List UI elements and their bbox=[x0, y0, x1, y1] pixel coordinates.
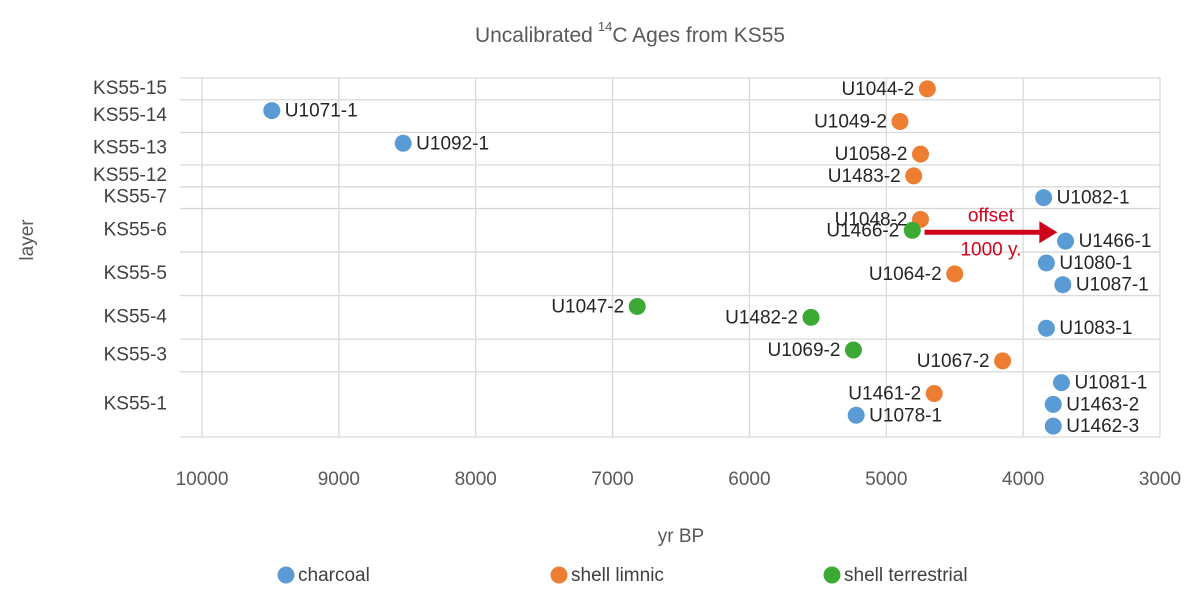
data-point bbox=[802, 308, 820, 326]
x-tick-label: 8000 bbox=[455, 469, 497, 490]
data-point bbox=[1035, 189, 1053, 207]
point-label: U1044-2 bbox=[841, 79, 914, 100]
data-point bbox=[1037, 319, 1055, 337]
point-label: U1087-1 bbox=[1076, 275, 1149, 296]
data-point bbox=[918, 80, 936, 98]
data-point bbox=[994, 352, 1012, 370]
x-tick-label: 7000 bbox=[591, 469, 633, 490]
x-tick-label: 9000 bbox=[318, 469, 360, 490]
point-label: U1069-2 bbox=[768, 340, 841, 361]
point-label: U1078-1 bbox=[869, 405, 942, 426]
data-point bbox=[263, 102, 281, 120]
data-point bbox=[628, 297, 646, 315]
y-axis-title: layer bbox=[17, 219, 38, 261]
x-tick-label: 3000 bbox=[1139, 469, 1181, 490]
y-category-label: KS55-6 bbox=[104, 219, 167, 240]
data-point bbox=[1037, 254, 1055, 272]
point-label: U1082-1 bbox=[1057, 188, 1130, 209]
x-tick-label: 4000 bbox=[1002, 469, 1044, 490]
legend-label: shell limnic bbox=[571, 565, 664, 586]
point-label: U1482-2 bbox=[725, 307, 798, 328]
data-point bbox=[1052, 374, 1070, 392]
legend-swatch bbox=[823, 566, 841, 584]
point-label: U1466-2 bbox=[826, 220, 899, 241]
data-point bbox=[903, 221, 921, 239]
point-label: U1047-2 bbox=[551, 296, 624, 317]
data-point bbox=[394, 134, 412, 152]
x-tick-label: 6000 bbox=[728, 469, 770, 490]
y-category-label: KS55-13 bbox=[93, 138, 167, 159]
y-category-label: KS55-14 bbox=[93, 105, 167, 126]
y-category-label: KS55-3 bbox=[104, 344, 167, 365]
point-label: U1461-2 bbox=[848, 384, 921, 405]
data-point bbox=[905, 167, 923, 185]
x-tick-label: 5000 bbox=[865, 469, 907, 490]
annotation-text: 1000 y. bbox=[960, 239, 1021, 260]
title-suffix: C Ages from KS55 bbox=[612, 24, 785, 47]
y-category-label: KS55-7 bbox=[104, 187, 167, 208]
legend-label: charcoal bbox=[298, 565, 370, 586]
point-label: U1048-2 bbox=[835, 209, 908, 230]
point-label: U1081-1 bbox=[1074, 373, 1147, 394]
data-point bbox=[1057, 232, 1075, 250]
y-category-label: KS55-1 bbox=[104, 393, 167, 414]
legend-label: shell terrestrial bbox=[844, 565, 968, 586]
y-category-label: KS55-4 bbox=[104, 306, 168, 327]
data-point bbox=[946, 265, 964, 283]
data-point bbox=[891, 113, 909, 131]
title-superscript: 14 bbox=[598, 19, 612, 34]
point-label: U1466-1 bbox=[1079, 231, 1152, 252]
offset-arrow-head bbox=[1039, 221, 1058, 244]
chart-title: Uncalibrated 14C Ages from KS55 bbox=[475, 19, 785, 46]
data-point bbox=[925, 384, 943, 402]
point-label: U1080-1 bbox=[1059, 253, 1132, 274]
data-point bbox=[1044, 395, 1062, 413]
point-label: U1058-2 bbox=[835, 144, 908, 165]
y-category-label: KS55-12 bbox=[93, 165, 167, 186]
point-label: U1067-2 bbox=[917, 351, 990, 372]
point-label: U1064-2 bbox=[869, 264, 942, 285]
point-label: U1483-2 bbox=[828, 166, 901, 187]
data-point bbox=[847, 406, 865, 424]
point-label: U1462-3 bbox=[1066, 416, 1139, 437]
data-point bbox=[912, 145, 929, 163]
point-label: U1083-1 bbox=[1059, 318, 1132, 339]
annotation-text: offset bbox=[968, 205, 1015, 226]
point-label: U1049-2 bbox=[814, 112, 887, 133]
x-axis-title: yr BP bbox=[658, 526, 704, 547]
point-label: U1092-1 bbox=[416, 133, 489, 154]
point-label: U1071-1 bbox=[285, 101, 358, 122]
y-category-label: KS55-15 bbox=[93, 78, 167, 99]
data-point bbox=[1044, 417, 1062, 435]
x-tick-label: 10000 bbox=[176, 469, 229, 490]
point-label: U1463-2 bbox=[1066, 394, 1139, 415]
data-point bbox=[1054, 276, 1072, 294]
legend-swatch bbox=[550, 566, 568, 584]
data-point bbox=[844, 341, 862, 359]
legend-swatch bbox=[277, 566, 295, 584]
y-category-label: KS55-5 bbox=[104, 263, 167, 284]
title-prefix: Uncalibrated bbox=[475, 24, 593, 47]
